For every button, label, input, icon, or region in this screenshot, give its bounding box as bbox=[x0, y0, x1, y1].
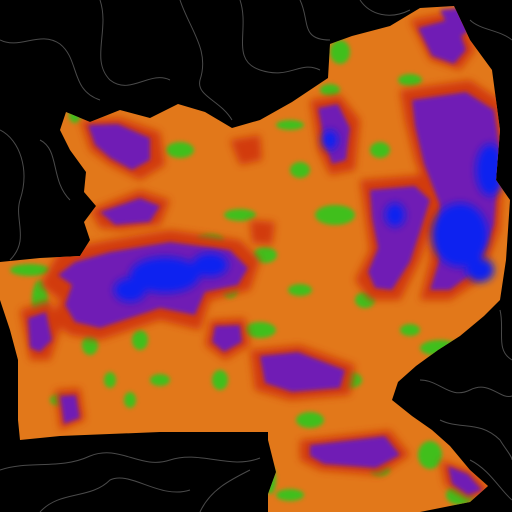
peak-zones bbox=[114, 130, 504, 302]
